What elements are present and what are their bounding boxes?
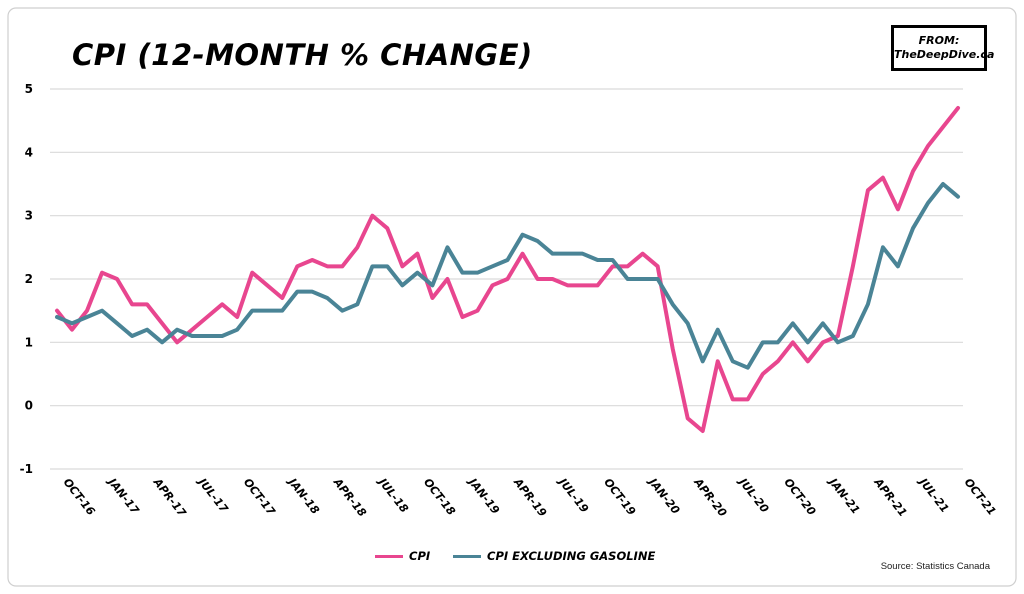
x-tick-label: APR-20: [691, 475, 730, 519]
x-tick-label: APR-18: [330, 475, 369, 519]
x-tick-label: JAN-21: [825, 474, 862, 516]
x-tick-label: OCT-19: [601, 476, 638, 518]
y-tick-label: 4: [25, 145, 33, 159]
x-tick-label: JUL-20: [735, 474, 771, 515]
x-tick-label: APR-17: [150, 475, 189, 519]
legend-swatch-cpi-ex-gasoline: [453, 554, 481, 558]
y-tick-label: 2: [25, 272, 33, 286]
chart-border: [7, 7, 1017, 587]
chart-title: CPI (12-MONTH % CHANGE): [72, 38, 533, 72]
legend-item-cpi-ex-gasoline: CPI EXCLUDING GASOLINE: [453, 546, 655, 566]
x-tick-label: OCT-17: [241, 476, 278, 518]
x-tick-label: JUL-18: [375, 474, 411, 515]
y-tick-label: 1: [25, 335, 33, 349]
x-tick-label: APR-19: [511, 475, 550, 519]
x-tick-label: JAN-19: [465, 474, 502, 517]
x-tick-label: JAN-20: [645, 474, 682, 517]
y-tick-label: 0: [25, 399, 33, 413]
y-tick-label: 5: [25, 82, 33, 96]
x-tick-label: JUL-19: [555, 474, 591, 515]
series-line-cpi: [55, 106, 960, 433]
legend-swatch-cpi: [375, 554, 403, 558]
x-tick-label: JUL-21: [915, 474, 951, 515]
x-tick-label: OCT-18: [421, 476, 458, 518]
y-tick-label: 3: [25, 209, 33, 223]
legend-label-cpi-ex-gasoline: CPI EXCLUDING GASOLINE: [487, 549, 656, 563]
y-tick-label: -1: [20, 462, 33, 476]
series-line-cpi-ex-gasoline: [55, 182, 960, 370]
chart-legend: CPI CPI EXCLUDING GASOLINE: [0, 546, 1024, 566]
x-tick-label: JUL-17: [195, 474, 231, 515]
x-tick-label: OCT-21: [962, 476, 999, 518]
source-box: FROM: TheDeepDive.ca: [891, 25, 995, 71]
legend-label-cpi: CPI: [409, 549, 431, 563]
x-tick-label: JAN-18: [285, 474, 322, 517]
legend-item-cpi: CPI: [375, 546, 430, 566]
x-tick-label: APR-21: [871, 475, 910, 519]
x-tick-label: OCT-16: [61, 476, 98, 518]
x-tick-label: OCT-20: [781, 476, 818, 518]
source-credit: Source: Statistics Canada: [880, 561, 990, 572]
source-from-label: FROM:: [918, 34, 960, 47]
x-tick-label: JAN-17: [104, 474, 141, 517]
source-site-label: TheDeepDive.ca: [894, 48, 995, 61]
